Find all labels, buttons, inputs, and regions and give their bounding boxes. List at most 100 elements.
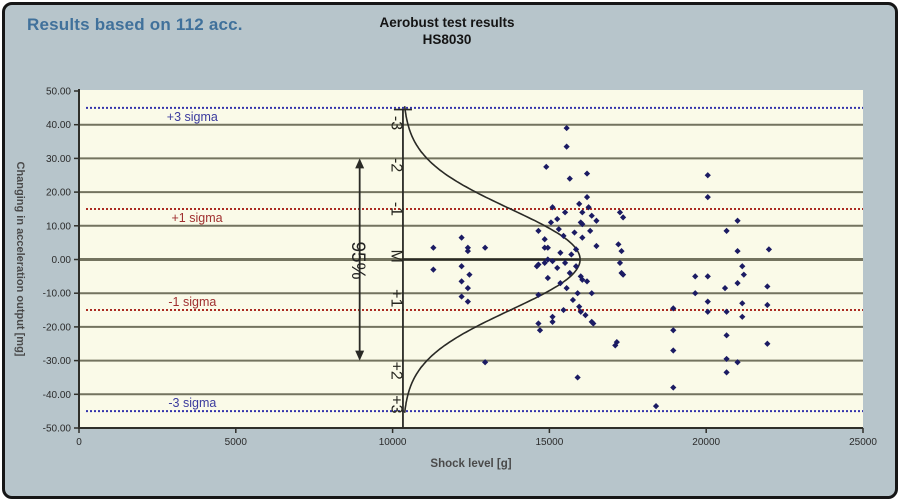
- data-point: [572, 246, 580, 253]
- y-tick-label: 30.00: [46, 154, 71, 165]
- data-point: [557, 279, 564, 287]
- data-point: [734, 247, 741, 255]
- data-point: [619, 271, 627, 278]
- data-point: [458, 278, 465, 285]
- data-point: [541, 236, 548, 243]
- gaussian-scale-label: -1: [387, 202, 404, 216]
- sigma-line-label: -1 sigma: [168, 295, 216, 309]
- y-tick-label: -30.00: [43, 356, 72, 367]
- data-point: [458, 293, 465, 300]
- data-point: [535, 320, 542, 327]
- sigma-line-label: +1 sigma: [172, 211, 223, 225]
- y-tick-label: -10.00: [43, 289, 72, 300]
- data-point: [563, 124, 570, 132]
- data-point: [734, 279, 741, 287]
- data-point: [579, 234, 586, 241]
- data-point: [569, 296, 577, 304]
- sigma-line-label: -3 sigma: [168, 396, 216, 410]
- x-axis-title: Shock level [g]: [430, 458, 512, 470]
- data-point: [670, 347, 677, 354]
- x-tick-label: 10000: [379, 437, 407, 448]
- data-point: [547, 219, 555, 226]
- data-point: [739, 313, 746, 320]
- data-point: [670, 327, 677, 334]
- data-point: [574, 374, 581, 381]
- data-point: [576, 200, 583, 207]
- data-point: [464, 244, 471, 251]
- y-tick-label: 0.00: [52, 255, 72, 266]
- data-point: [554, 264, 561, 272]
- gaussian-scale-label: +3: [387, 395, 404, 413]
- data-point: [549, 313, 556, 320]
- data-point: [555, 226, 562, 233]
- data-point: [430, 244, 437, 251]
- gaussian-scale-label: +1: [387, 289, 404, 307]
- data-point: [723, 355, 730, 363]
- data-point: [721, 285, 729, 292]
- data-point: [618, 247, 625, 255]
- data-point: [557, 249, 564, 256]
- data-point: [579, 276, 586, 283]
- data-point: [574, 290, 581, 297]
- chart-title: Aerobust test results HS8030: [379, 15, 514, 47]
- data-point: [583, 194, 591, 201]
- data-point: [734, 359, 741, 366]
- data-point: [704, 273, 711, 280]
- gaussian-scale-label: -3: [387, 116, 404, 130]
- data-point: [464, 247, 471, 255]
- data-point: [593, 217, 600, 224]
- data-point: [579, 221, 586, 228]
- x-tick-label: 15000: [535, 437, 563, 448]
- data-point: [764, 301, 771, 309]
- data-point: [576, 303, 583, 310]
- data-point: [579, 209, 586, 216]
- data-point: [568, 251, 575, 258]
- data-point: [572, 263, 580, 270]
- data-point: [704, 298, 711, 305]
- data-point: [549, 258, 556, 265]
- data-point: [723, 308, 730, 315]
- data-point: [543, 163, 550, 170]
- y-tick-label: 50.00: [46, 87, 71, 98]
- data-point: [482, 244, 489, 251]
- gaussian-scale-label: M: [387, 249, 404, 262]
- data-point: [704, 194, 711, 201]
- data-point: [561, 259, 569, 266]
- data-point: [692, 273, 699, 280]
- data-point: [541, 259, 548, 266]
- data-point: [652, 402, 660, 410]
- sigma-line-label: +3 sigma: [167, 110, 218, 124]
- data-point: [458, 234, 465, 241]
- data-point: [692, 290, 699, 297]
- data-point: [723, 227, 730, 234]
- data-point: [466, 271, 473, 278]
- data-point: [566, 175, 573, 182]
- data-point: [577, 308, 584, 315]
- data-point: [612, 342, 619, 349]
- x-tick-label: 5000: [225, 437, 248, 448]
- data-point: [588, 318, 595, 325]
- data-point: [616, 209, 624, 216]
- data-point: [704, 308, 711, 315]
- data-point: [566, 269, 573, 277]
- y-tick-label: -40.00: [43, 390, 72, 401]
- data-point: [544, 244, 551, 251]
- y-tick-label: 10.00: [46, 221, 71, 232]
- results-note: Results based on 112 acc.: [27, 15, 243, 34]
- data-point: [561, 209, 569, 216]
- data-point: [765, 246, 773, 253]
- data-point: [764, 283, 771, 290]
- normal-curve: [403, 106, 581, 413]
- data-point: [670, 384, 677, 391]
- data-point: [541, 244, 548, 251]
- interval-label: 95%: [347, 241, 368, 279]
- data-point: [723, 332, 730, 339]
- data-point: [464, 298, 471, 305]
- y-tick-label: -20.00: [43, 322, 72, 333]
- data-point: [430, 266, 437, 273]
- y-tick-label: 40.00: [46, 120, 71, 131]
- data-point: [619, 214, 627, 221]
- interval-arrow-head-bottom: [355, 350, 365, 361]
